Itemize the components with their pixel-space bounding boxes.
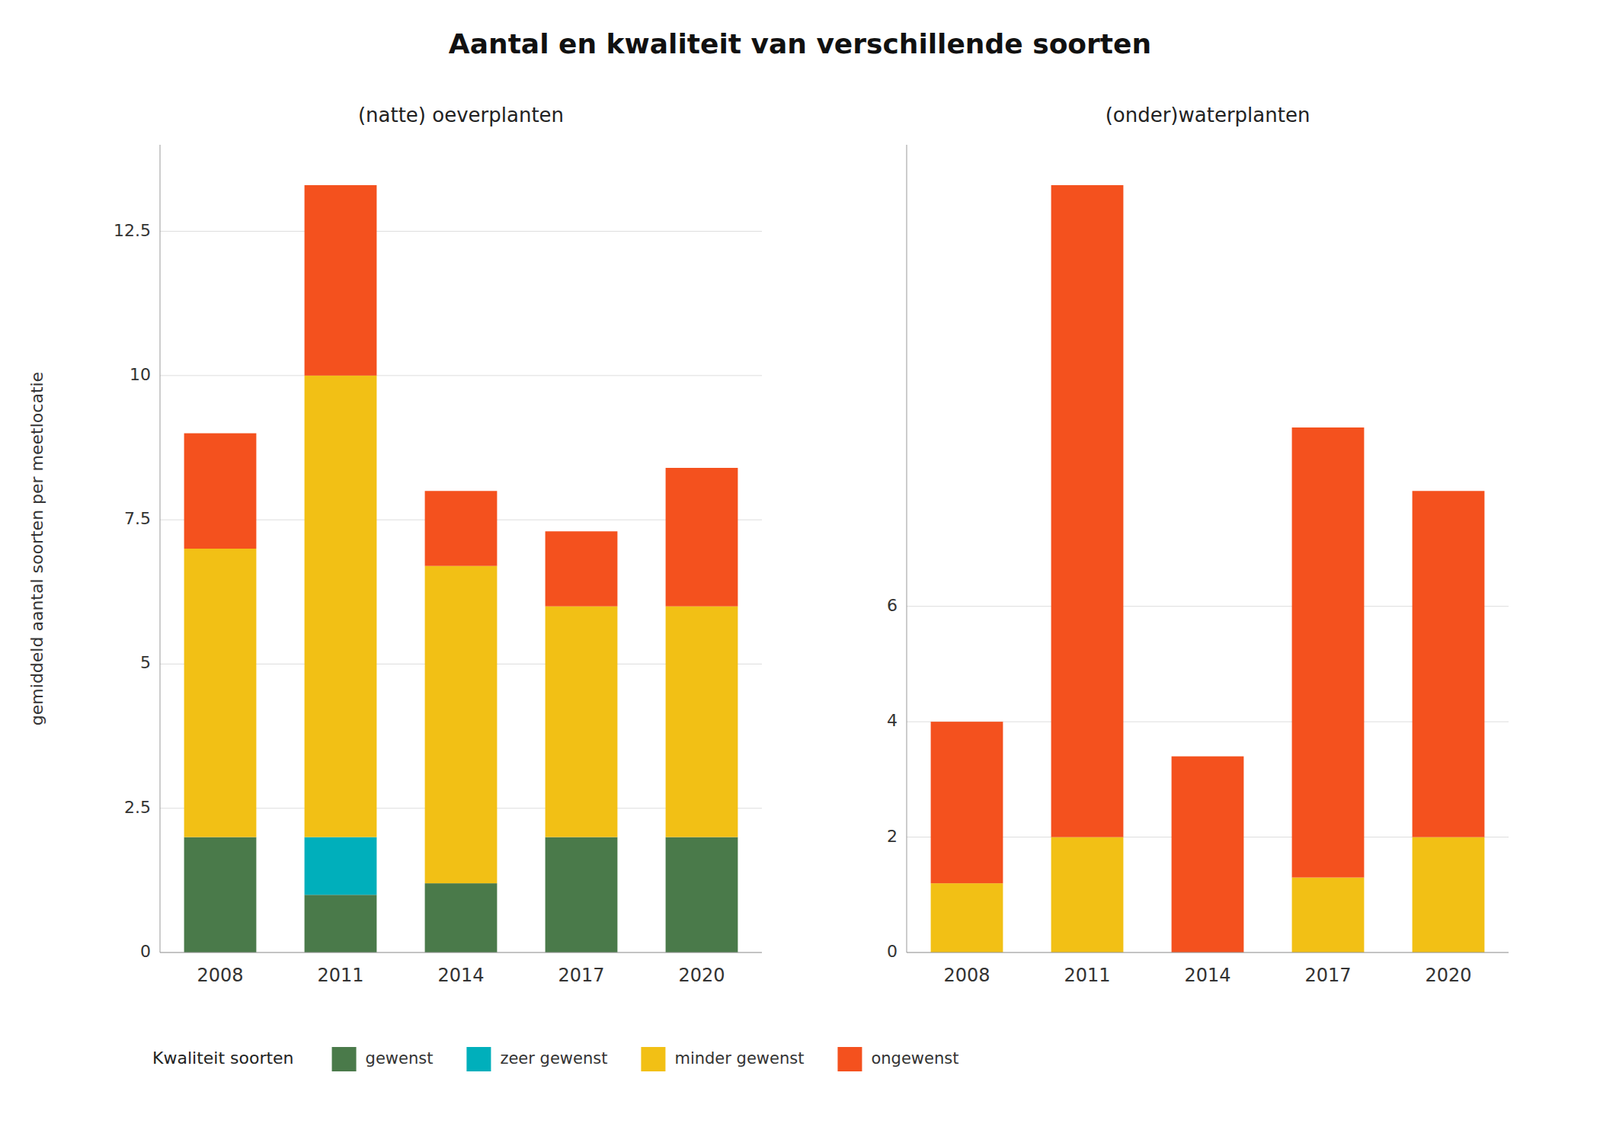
bar-segment bbox=[1292, 427, 1365, 878]
bar-segment bbox=[1051, 837, 1124, 953]
grid-line bbox=[160, 952, 762, 954]
bars bbox=[931, 185, 1485, 953]
bar-segment bbox=[1292, 877, 1365, 953]
x-tick-label: 2011 bbox=[1063, 964, 1111, 986]
y-tick-label: 0 bbox=[886, 941, 898, 961]
x-tick-label: 2014 bbox=[1184, 964, 1231, 986]
panel: (natte) oeverplanten 0 2.5 5 7.5 10 12.5 2008 20… bbox=[113, 103, 762, 986]
grid-line bbox=[906, 952, 1509, 954]
x-tick-label: 2017 bbox=[1304, 964, 1351, 986]
bar-segment bbox=[545, 837, 618, 953]
y-tick-label: 2.5 bbox=[124, 797, 151, 817]
subtitle: (natte) oeverplanten bbox=[358, 103, 564, 127]
x-tick-label: 2017 bbox=[557, 964, 605, 986]
bar-segment bbox=[184, 837, 257, 953]
bar-segment bbox=[184, 433, 257, 549]
legend-label: zeer gewenst bbox=[499, 1049, 608, 1068]
bar-segment bbox=[1171, 756, 1245, 953]
bar-segment bbox=[304, 837, 378, 896]
chart: Aantal en kwaliteit van verschillende so… bbox=[0, 0, 1600, 1143]
bar-segment bbox=[545, 531, 618, 606]
grid-line bbox=[160, 230, 762, 232]
x-tick-label: 2008 bbox=[943, 964, 990, 986]
y-tick-label: 7.5 bbox=[124, 508, 151, 528]
bar-segment bbox=[425, 883, 498, 953]
bars bbox=[184, 185, 739, 953]
title: Aantal en kwaliteit van verschillende so… bbox=[448, 28, 1152, 60]
bar-segment bbox=[425, 490, 498, 566]
y-tick-label: 4 bbox=[886, 710, 898, 730]
bar-segment bbox=[665, 606, 739, 838]
x-tick-label: 2020 bbox=[1424, 964, 1472, 986]
bar-segment bbox=[184, 548, 257, 838]
legend-swatch bbox=[466, 1046, 491, 1072]
bar-segment bbox=[931, 721, 1004, 884]
bar-segment bbox=[931, 883, 1004, 953]
bar-segment bbox=[1051, 185, 1124, 838]
legend-title: Kwaliteit soorten bbox=[152, 1048, 295, 1068]
x-tick-label: 2014 bbox=[437, 964, 484, 986]
bar-segment bbox=[665, 837, 739, 953]
y-axis-label: gemiddeld aantal soorten per meetlocatie bbox=[27, 371, 47, 726]
legend: Kwaliteit soorten gewenst zeer gewenst mind… bbox=[152, 1046, 959, 1072]
bar-segment bbox=[304, 185, 378, 376]
y-tick-label: 12.5 bbox=[113, 220, 151, 240]
bar-segment bbox=[1412, 490, 1485, 837]
y-tick-label: 10 bbox=[129, 364, 151, 384]
y-tick-label: 6 bbox=[886, 595, 898, 615]
y-tick-label: 5 bbox=[140, 652, 151, 672]
bar-segment bbox=[304, 894, 378, 953]
bar-segment bbox=[425, 566, 498, 884]
bar-segment bbox=[1412, 837, 1485, 953]
legend-label: gewenst bbox=[365, 1049, 434, 1068]
subtitle: (onder)waterplanten bbox=[1105, 103, 1311, 127]
bar-segment bbox=[545, 606, 618, 838]
x-tick-label: 2011 bbox=[316, 964, 364, 986]
legend-label: minder gewenst bbox=[674, 1049, 804, 1068]
legend-swatch bbox=[837, 1046, 862, 1072]
panel: (onder)waterplanten 0 2 4 6 2008 2011 2014 2017 2… bbox=[886, 103, 1509, 986]
y-tick-label: 2 bbox=[886, 826, 898, 846]
legend-swatch bbox=[332, 1046, 357, 1072]
y-axis-line bbox=[160, 144, 161, 953]
x-tick-label: 2008 bbox=[196, 964, 244, 986]
bar-segment bbox=[304, 375, 378, 838]
x-axis-line bbox=[906, 952, 1509, 954]
background bbox=[0, 0, 1600, 1143]
x-tick-label: 2020 bbox=[678, 964, 725, 986]
y-tick-label: 0 bbox=[140, 941, 151, 961]
y-axis-line bbox=[906, 144, 908, 953]
bar-segment bbox=[665, 467, 739, 607]
x-axis-line bbox=[160, 952, 762, 954]
legend-swatch bbox=[640, 1046, 666, 1072]
grid-line bbox=[160, 374, 762, 376]
legend-label: ongewenst bbox=[870, 1049, 959, 1068]
